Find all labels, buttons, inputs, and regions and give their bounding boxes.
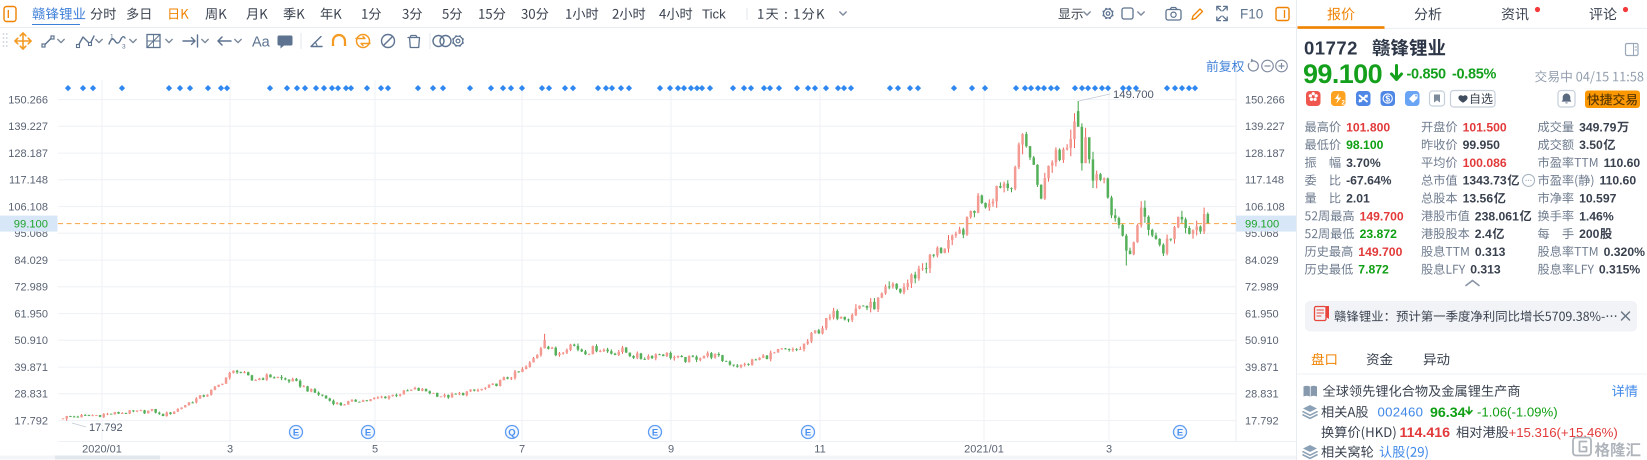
svg-text:1.46%: 1.46% — [1579, 209, 1614, 223]
svg-text:23.872: 23.872 — [1360, 227, 1397, 241]
svg-text:106.108: 106.108 — [8, 202, 48, 214]
svg-text:17.792: 17.792 — [14, 416, 48, 428]
svg-text:5: 5 — [372, 444, 378, 456]
svg-text:200: 200 — [1579, 227, 1600, 241]
svg-text:0.313: 0.313 — [1475, 245, 1506, 259]
svg-text:7.872: 7.872 — [1358, 263, 1389, 277]
svg-text:-1.06(-1.09%): -1.06(-1.09%) — [1477, 405, 1558, 420]
svg-text:128.187: 128.187 — [1245, 148, 1285, 160]
svg-text:106.108: 106.108 — [1245, 202, 1285, 214]
svg-text:349.79: 349.79 — [1579, 120, 1616, 134]
svg-text:-0.850: -0.850 — [1407, 67, 1447, 83]
svg-text:99.100: 99.100 — [1303, 59, 1382, 89]
svg-text:99.100: 99.100 — [14, 219, 48, 231]
svg-text:3: 3 — [122, 44, 126, 51]
svg-text:$: $ — [1385, 94, 1390, 104]
svg-text:150.266: 150.266 — [1245, 95, 1285, 107]
svg-text:149.700: 149.700 — [1358, 245, 1402, 259]
svg-text:-67.64%: -67.64% — [1346, 174, 1392, 188]
svg-text:61.950: 61.950 — [1245, 309, 1279, 321]
svg-text:149.700: 149.700 — [1360, 209, 1404, 223]
svg-text:+15.316(+15.46%): +15.316(+15.46%) — [1509, 425, 1618, 440]
svg-text:Q: Q — [508, 428, 515, 439]
svg-text:110.60: 110.60 — [1604, 156, 1641, 170]
svg-text:114.416: 114.416 — [1400, 425, 1451, 441]
svg-text:17.792: 17.792 — [89, 422, 123, 434]
svg-text:01772: 01772 — [1304, 38, 1358, 59]
svg-text:E: E — [1177, 428, 1183, 439]
svg-text:28.831: 28.831 — [1245, 389, 1279, 401]
svg-text:3.70%: 3.70% — [1346, 156, 1381, 170]
svg-text:002460: 002460 — [1378, 405, 1424, 420]
svg-text:13.56: 13.56 — [1463, 192, 1494, 206]
svg-text:117.148: 117.148 — [9, 175, 48, 187]
svg-text:E: E — [652, 428, 658, 439]
svg-text:28.831: 28.831 — [14, 389, 48, 401]
svg-text:72.989: 72.989 — [14, 282, 48, 294]
svg-text:72.989: 72.989 — [1245, 282, 1279, 294]
svg-text:39.871: 39.871 — [14, 362, 48, 374]
svg-text:10.597: 10.597 — [1579, 192, 1616, 206]
svg-text:110.60: 110.60 — [1600, 174, 1637, 188]
svg-text:50.910: 50.910 — [1245, 335, 1279, 347]
svg-text:150.266: 150.266 — [8, 95, 48, 107]
svg-text:139.227: 139.227 — [1245, 121, 1285, 133]
svg-text:3: 3 — [1106, 444, 1112, 456]
svg-text:84.029: 84.029 — [1245, 255, 1279, 267]
svg-text:149.700: 149.700 — [1113, 89, 1154, 101]
svg-text:0.320%: 0.320% — [1604, 245, 1645, 259]
svg-text:Tick: Tick — [702, 7, 726, 22]
svg-text:F10: F10 — [1240, 6, 1263, 21]
svg-text:Aa: Aa — [252, 35, 271, 51]
svg-text:84.029: 84.029 — [14, 255, 48, 267]
svg-text:0.313: 0.313 — [1470, 263, 1501, 277]
svg-text:-0.85%: -0.85% — [1452, 67, 1497, 83]
svg-text:96.34: 96.34 — [1430, 405, 1466, 421]
svg-text:E: E — [293, 428, 299, 439]
svg-text:139.227: 139.227 — [8, 121, 48, 133]
svg-text:100.086: 100.086 — [1463, 156, 1507, 170]
svg-text:2021/01: 2021/01 — [964, 444, 1004, 456]
svg-text:99.950: 99.950 — [1463, 138, 1500, 152]
svg-text:7: 7 — [519, 444, 525, 456]
svg-text:101.500: 101.500 — [1463, 120, 1507, 134]
svg-text:101.800: 101.800 — [1346, 120, 1390, 134]
svg-text:238.061: 238.061 — [1475, 209, 1519, 223]
svg-text:1: 1 — [110, 34, 114, 41]
svg-text:E: E — [365, 428, 371, 439]
svg-text:E: E — [805, 428, 811, 439]
svg-text:50.910: 50.910 — [14, 335, 48, 347]
svg-text:117.148: 117.148 — [1245, 175, 1284, 187]
svg-text:99.100: 99.100 — [1245, 219, 1279, 231]
svg-text:3.50: 3.50 — [1579, 138, 1603, 152]
svg-text:17.792: 17.792 — [1245, 416, 1279, 428]
svg-text:39.871: 39.871 — [1245, 362, 1279, 374]
svg-text:2: 2 — [1342, 101, 1346, 107]
svg-text:2.4: 2.4 — [1475, 227, 1492, 241]
svg-text:0.315%: 0.315% — [1599, 263, 1640, 277]
svg-text:9: 9 — [668, 444, 674, 456]
svg-text:3: 3 — [227, 444, 233, 456]
svg-text:2020/01: 2020/01 — [82, 444, 122, 456]
svg-text:1343.73: 1343.73 — [1463, 174, 1507, 188]
svg-text:11: 11 — [814, 444, 825, 456]
svg-text:128.187: 128.187 — [8, 148, 48, 160]
svg-text:61.950: 61.950 — [14, 309, 48, 321]
svg-text:98.100: 98.100 — [1346, 138, 1383, 152]
svg-text:2.01: 2.01 — [1346, 192, 1370, 206]
